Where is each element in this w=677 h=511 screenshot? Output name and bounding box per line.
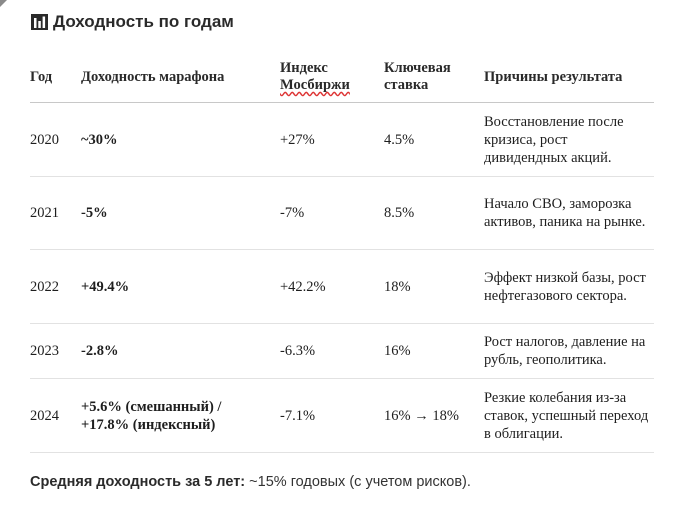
cell-rate: 4.5% (384, 102, 484, 177)
cell-reasons: Эффект низкой базы, рост нефтегазового с… (484, 249, 654, 324)
bar-chart-icon (31, 14, 48, 30)
cell-marathon: -5% (81, 176, 280, 250)
header-index-word-2: Мосбиржи (280, 77, 350, 93)
cell-marathon: ~30% (81, 102, 280, 177)
cell-index: -7% (280, 176, 384, 250)
cell-index: +42.2% (280, 249, 384, 324)
cell-reasons: Рост налогов, давление на рубль, геополи… (484, 323, 654, 379)
table-header-row: Год Доходность марафона Индекс Мосбиржи К… (30, 52, 654, 103)
header-index-label: Индекс Мосбиржи (280, 60, 350, 93)
section-title: Доходность по годам (53, 12, 234, 31)
header-index-word-1: Индекс (280, 60, 328, 76)
cell-year: 2024 (30, 378, 81, 453)
corner-marker (0, 0, 7, 7)
cell-reasons: Начало СВО, заморозка активов, паника на… (484, 176, 654, 250)
table-row: 2023 -2.8% -6.3% 16% Рост налогов, давле… (30, 323, 654, 379)
cell-rate: 16% (384, 323, 484, 379)
header-reasons: Причины результата (484, 52, 654, 103)
table-row: 2022 +49.4% +42.2% 18% Эффект низкой баз… (30, 249, 654, 324)
cell-reasons: Восстановление после кризиса, рост дивид… (484, 102, 654, 177)
header-index: Индекс Мосбиржи (280, 52, 384, 103)
cell-rate: 8.5% (384, 176, 484, 250)
header-marathon: Доходность марафона (81, 52, 280, 103)
cell-rate: 18% (384, 249, 484, 324)
table-row: 2024 +5.6% (смешанный) / +17.8% (индексн… (30, 378, 654, 453)
cell-marathon: +49.4% (81, 249, 280, 324)
header-year: Год (30, 52, 81, 103)
summary-value: ~15% годовых (с учетом рисков). (249, 474, 471, 490)
cell-index: -7.1% (280, 378, 384, 453)
cell-marathon: -2.8% (81, 323, 280, 379)
cell-year: 2022 (30, 249, 81, 324)
cell-year: 2021 (30, 176, 81, 250)
table-row: 2020 ~30% +27% 4.5% Восстановление после… (30, 102, 654, 177)
cell-rate: 16% → 18% (384, 378, 484, 453)
header-rate: Ключевая ставка (384, 52, 484, 103)
cell-marathon: +5.6% (смешанный) / +17.8% (индексный) (81, 378, 280, 453)
cell-year: 2020 (30, 102, 81, 177)
cell-year: 2023 (30, 323, 81, 379)
cell-index: +27% (280, 102, 384, 177)
returns-table: Год Доходность марафона Индекс Мосбиржи К… (30, 52, 654, 453)
cell-reasons: Резкие колебания из-за ставок, успешный … (484, 378, 654, 453)
cell-index: -6.3% (280, 323, 384, 379)
section-heading: Доходность по годам (31, 11, 234, 33)
average-return-summary: Средняя доходность за 5 лет: ~15% годовы… (30, 474, 471, 490)
summary-label: Средняя доходность за 5 лет: (30, 474, 246, 490)
table-row: 2021 -5% -7% 8.5% Начало СВО, заморозка … (30, 176, 654, 250)
